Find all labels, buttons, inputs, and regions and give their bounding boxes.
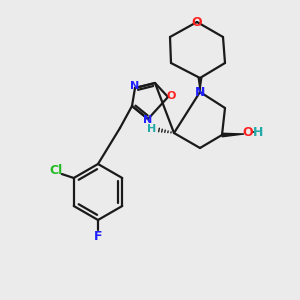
Polygon shape	[222, 133, 244, 137]
Text: N: N	[195, 85, 205, 98]
Text: N: N	[143, 115, 153, 125]
Text: N: N	[130, 81, 140, 91]
Text: F: F	[94, 230, 102, 242]
Polygon shape	[198, 78, 202, 89]
Text: O: O	[166, 91, 176, 101]
Text: H: H	[147, 124, 157, 134]
Text: O: O	[243, 125, 253, 139]
Text: H: H	[253, 125, 263, 139]
Text: O: O	[192, 16, 202, 28]
Text: Cl: Cl	[49, 164, 62, 176]
